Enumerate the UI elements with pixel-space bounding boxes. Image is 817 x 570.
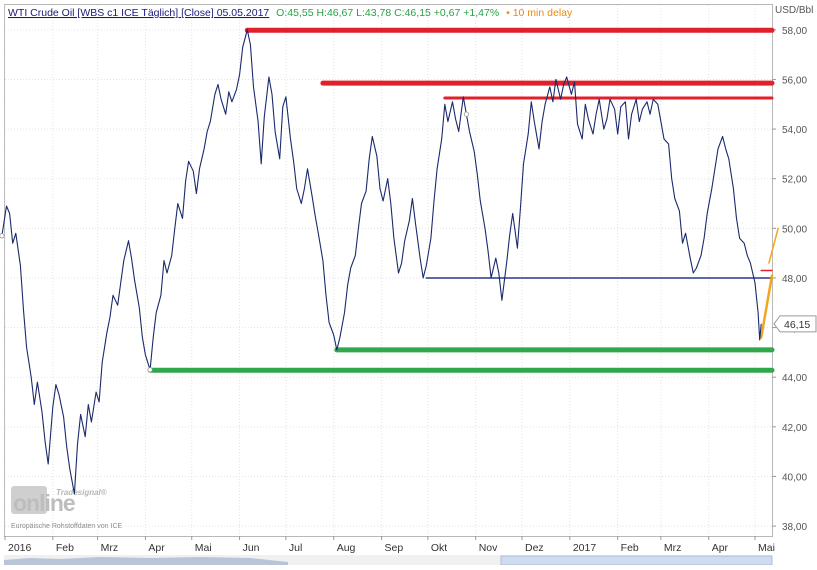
annotations	[147, 27, 779, 373]
y-axis-unit: USD/Bbl	[775, 5, 813, 16]
y-tick-label: 44,00	[782, 373, 807, 384]
y-tick-label: 56,00	[782, 75, 807, 86]
header-instrument: WTI Crude Oil [WBS c1 ICE Täglich] [Clos…	[8, 7, 269, 19]
header-delay: • 10 min delay	[506, 7, 573, 19]
y-tick-label: 50,00	[782, 224, 807, 235]
x-tick-label: 2017	[573, 542, 597, 554]
header-ohlc: O:45,55 H:46,67 L:43,78 C:46,15 +0,67 +1…	[276, 7, 499, 19]
watermark-brand-big: online	[13, 490, 75, 516]
x-tick-label: Mai	[758, 542, 775, 554]
x-axis: 2016 Feb Mrz Apr Mai Jun Jul Aug Sep Okt Nov Dez 201…	[4, 536, 775, 554]
annotation-trend-segment	[759, 274, 774, 339]
price-line	[1, 29, 762, 495]
x-tick-label: Mrz	[101, 542, 119, 554]
y-tick-label: 38,00	[782, 522, 807, 533]
last-value-tag: 46,15	[773, 315, 817, 333]
pivot-marker	[147, 367, 153, 373]
y-axis: 38,0040,0042,0044,0046,0048,0050,0052,00…	[772, 26, 807, 533]
chart-header: WTI Crude Oil [WBS c1 ICE Täglich] [Clos…	[8, 7, 573, 19]
watermark-source: Europäische Rohstoffdaten von ICE	[11, 523, 122, 530]
x-tick-label: Dez	[525, 542, 544, 554]
x-tick-label: Mrz	[664, 542, 682, 554]
x-tick-label: Sep	[385, 542, 404, 554]
x-tick-label: Apr	[712, 542, 729, 554]
y-tick-label: 54,00	[782, 125, 807, 136]
x-tick-label: Feb	[56, 542, 74, 554]
x-tick-label: Aug	[337, 542, 356, 554]
x-tick-label: Feb	[621, 542, 639, 554]
x-tick-label: Nov	[479, 542, 498, 554]
annotation-trend-segment	[768, 227, 779, 264]
last-value-tag-shape	[773, 315, 817, 333]
price-series	[0, 29, 762, 495]
x-tick-label: 2016	[8, 542, 32, 554]
x-tick-label: Jul	[289, 542, 302, 554]
y-tick-label: 42,00	[782, 423, 807, 434]
watermark-brand-small: Tradesignal®	[56, 488, 107, 497]
navigator-selection-handle[interactable]	[500, 555, 773, 566]
pivot-marker	[0, 233, 5, 239]
x-tick-label: Mai	[195, 542, 212, 554]
navigator-strip[interactable]	[4, 555, 773, 566]
tradesignal-watermark: Tradesignal® online Europäische Rohstoff…	[11, 486, 122, 530]
y-tick-label: 52,00	[782, 175, 807, 186]
x-tick-label: Apr	[148, 542, 165, 554]
x-tick-label: Okt	[431, 542, 447, 554]
plot-area[interactable]	[4, 4, 773, 537]
y-tick-label: 48,00	[782, 274, 807, 285]
navigator-mini-chart	[4, 557, 288, 565]
last-value-label: 46,15	[784, 319, 810, 331]
y-tick-label: 40,00	[782, 472, 807, 483]
watermark-logo-box	[11, 486, 47, 514]
x-tick-label: Jun	[243, 542, 260, 554]
y-tick-label: 58,00	[782, 26, 807, 37]
navigator-track[interactable]	[4, 555, 772, 565]
pivot-marker	[463, 111, 470, 117]
